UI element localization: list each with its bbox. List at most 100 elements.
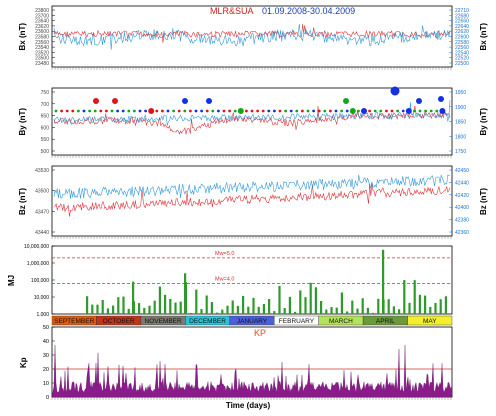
by-event-dot bbox=[329, 109, 332, 113]
mj-bar bbox=[205, 295, 208, 314]
bx-ylabel-right: Bx (nT) bbox=[479, 23, 488, 51]
by-event-dot bbox=[172, 109, 176, 113]
bx-right-tick-label: 22680 bbox=[455, 13, 469, 19]
by-event-dot bbox=[110, 109, 114, 113]
bx-left-tick-label: 23480 bbox=[35, 61, 49, 67]
mj-bar bbox=[439, 299, 442, 314]
by-event-dot bbox=[77, 109, 80, 113]
by-event-dot bbox=[334, 109, 338, 113]
by-event-dot bbox=[267, 109, 271, 113]
kp-xlabel: Time (days) bbox=[226, 401, 271, 410]
month-label: SEPTEMBER bbox=[54, 318, 94, 325]
mj-bar bbox=[429, 306, 432, 314]
by-event-dot bbox=[205, 109, 209, 113]
bz-series-sua bbox=[53, 174, 451, 199]
by-event-dot bbox=[349, 108, 356, 114]
mj-tick-label: 10,000 bbox=[34, 295, 50, 301]
by-event-dot bbox=[345, 109, 349, 113]
by-event-dot bbox=[301, 109, 304, 113]
mj-bar bbox=[398, 309, 401, 314]
mj-bar bbox=[444, 296, 447, 314]
mj-bar bbox=[158, 286, 161, 314]
kp-tick-label: 40 bbox=[43, 339, 49, 345]
kp-tick-label: 50 bbox=[43, 325, 49, 331]
mj-bar bbox=[424, 295, 427, 314]
bx-left-tick-label: 23700 bbox=[35, 13, 49, 19]
mj-bar bbox=[325, 309, 328, 314]
by-event-dot bbox=[379, 109, 383, 113]
by-event-dot bbox=[65, 109, 69, 113]
by-event-dot bbox=[194, 109, 198, 113]
mj-bar bbox=[122, 296, 125, 314]
bx-right-tick-label: 22580 bbox=[455, 40, 469, 46]
mj-bar bbox=[153, 300, 156, 314]
by-event-dot bbox=[245, 109, 248, 113]
by-event-dot bbox=[396, 109, 399, 113]
mj-bar bbox=[320, 300, 323, 314]
by-left-tick-label: 550 bbox=[41, 137, 50, 143]
mj-bar bbox=[278, 285, 281, 314]
mj-bar bbox=[190, 313, 193, 314]
bx-right-tick-label: 22660 bbox=[455, 19, 469, 25]
by-event-dot bbox=[228, 109, 232, 113]
by-event-dot bbox=[222, 109, 226, 113]
mj-bar bbox=[216, 312, 219, 314]
bz-left-tick-label: 43530 bbox=[35, 168, 49, 174]
bx-left-tick-label: 23640 bbox=[35, 19, 49, 25]
bz-right-tick-label: 42400 bbox=[455, 205, 469, 211]
by-ylabel-left: By (nT) bbox=[18, 108, 27, 136]
mj-bar bbox=[377, 298, 380, 314]
mj-bar bbox=[268, 298, 271, 314]
mj-bar bbox=[179, 301, 182, 314]
by-event-dot bbox=[289, 109, 293, 113]
bz-left-tick-label: 43440 bbox=[35, 230, 49, 236]
mj-bar bbox=[101, 300, 104, 314]
month-label: MAY bbox=[423, 318, 437, 325]
bx-right-tick-label: 22620 bbox=[455, 29, 469, 35]
by-event-dot-large bbox=[206, 98, 212, 104]
mj-bar bbox=[252, 297, 255, 314]
by-event-dot-large bbox=[112, 98, 118, 104]
mj-bar bbox=[242, 295, 245, 314]
mj-bar bbox=[392, 306, 395, 314]
mj-bar bbox=[132, 281, 135, 314]
by-left-tick-label: 500 bbox=[41, 149, 50, 155]
by-event-dot bbox=[177, 109, 181, 113]
mj-bar bbox=[351, 300, 354, 314]
bz-ylabel-right: Bz (nT) bbox=[479, 188, 488, 215]
mj-ref-label: Mw=4.0 bbox=[215, 276, 234, 282]
by-event-dot bbox=[71, 109, 75, 113]
mj-bar bbox=[387, 299, 390, 314]
by-event-dot bbox=[127, 109, 131, 113]
bx-left-tick-label: 23600 bbox=[35, 29, 49, 35]
bx-right-tick-label: 22560 bbox=[455, 45, 469, 51]
by-event-dot bbox=[368, 109, 371, 113]
bx-left-tick-label: 23580 bbox=[35, 35, 49, 41]
bx-left-tick-label: 23560 bbox=[35, 40, 49, 46]
by-event-dot-large bbox=[438, 96, 444, 102]
mj-tick-label: 10,000,000 bbox=[24, 244, 49, 250]
by-event-dot bbox=[93, 109, 97, 113]
mj-bar bbox=[117, 297, 120, 314]
mj-ref-label: Mw=5.0 bbox=[215, 251, 234, 257]
by-event-dot bbox=[284, 109, 287, 113]
by-right-tick-label: 1950 bbox=[455, 90, 466, 96]
mj-bar bbox=[210, 302, 213, 314]
bz-left-tick-label: 43500 bbox=[35, 189, 49, 195]
mj-bar bbox=[221, 309, 224, 314]
mj-bar bbox=[143, 307, 146, 314]
mj-bar bbox=[127, 308, 130, 314]
mj-bar bbox=[403, 280, 406, 314]
mj-bar bbox=[314, 287, 317, 314]
by-right-tick-label: 1800 bbox=[455, 134, 466, 140]
kp-bars bbox=[51, 344, 453, 398]
by-left-tick-label: 750 bbox=[41, 90, 50, 96]
by-series-sua bbox=[53, 100, 451, 126]
by-left-tick-label: 700 bbox=[41, 102, 50, 108]
bz-right-tick-label: 42380 bbox=[455, 218, 469, 224]
kp-tick-label: 20 bbox=[43, 367, 49, 373]
month-label: NOVEMBER bbox=[145, 318, 183, 325]
by-event-dot bbox=[99, 109, 103, 113]
kp-ylabel: Kp bbox=[19, 357, 28, 368]
